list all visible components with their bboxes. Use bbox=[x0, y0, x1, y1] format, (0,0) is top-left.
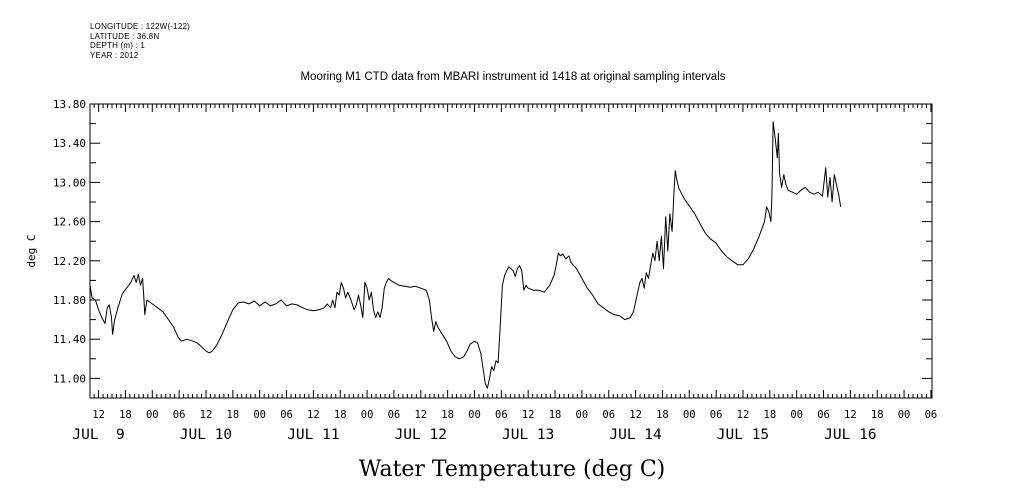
x-day-label: JUL 10 bbox=[180, 427, 232, 443]
x-day-label: JUL 16 bbox=[824, 427, 876, 443]
x-hour-label: 00 bbox=[683, 409, 696, 421]
x-hour-label: 18 bbox=[871, 409, 884, 421]
latitude-label: LATITUDE : 36.8N bbox=[90, 31, 160, 41]
y-axis-label: deg C bbox=[25, 234, 38, 267]
chart-title: Mooring M1 CTD data from MBARI instrumen… bbox=[300, 71, 725, 83]
y-tick-label: 12.20 bbox=[53, 255, 86, 268]
x-hour-label: 00 bbox=[361, 409, 374, 421]
x-day-label: JUL 12 bbox=[395, 427, 447, 443]
x-day-label: JUL 15 bbox=[717, 427, 769, 443]
y-axis: 11.00 11.40 11.80 12.20 12.60 13.00 13.40 13.80 bbox=[53, 98, 932, 399]
x-hour-label: 00 bbox=[146, 409, 159, 421]
y-tick-label: 13.40 bbox=[53, 137, 86, 150]
x-hour-label: 06 bbox=[495, 409, 508, 421]
x-hour-label: 06 bbox=[925, 409, 938, 421]
x-hour-label: 12 bbox=[307, 409, 320, 421]
y-tick-label: 13.00 bbox=[53, 176, 86, 189]
x-day-label: JUL 11 bbox=[287, 427, 339, 443]
year-label: YEAR : 2012 bbox=[90, 50, 139, 60]
x-hour-label: 18 bbox=[549, 409, 562, 421]
x-hour-label: 06 bbox=[388, 409, 401, 421]
x-hour-label: 18 bbox=[334, 409, 347, 421]
x-hour-label: 00 bbox=[898, 409, 911, 421]
x-hour-label: 12 bbox=[844, 409, 857, 421]
y-tick-label: 13.80 bbox=[53, 98, 86, 111]
x-hour-label: 18 bbox=[656, 409, 669, 421]
longitude-label: LONGITUDE : 122W(-122) bbox=[90, 22, 190, 31]
metadata-block: LONGITUDE : 122W(-122) LATITUDE : 36.8N … bbox=[90, 22, 190, 60]
x-hour-label: 06 bbox=[817, 409, 830, 421]
x-hour-label: 12 bbox=[200, 409, 213, 421]
y-tick-label: 12.60 bbox=[53, 216, 86, 229]
y-tick-label: 11.40 bbox=[53, 333, 86, 346]
x-hour-label: 18 bbox=[227, 409, 240, 421]
x-hour-label: 00 bbox=[468, 409, 481, 421]
x-axis: 12 18 00 06 12 18 00 06 12 18 00 06 12 18 00 06 12 18 00 06… bbox=[72, 104, 937, 443]
x-hour-label: 00 bbox=[253, 409, 266, 421]
plot-frame bbox=[89, 103, 933, 399]
x-axis-label: Water Temperature (deg C) bbox=[359, 457, 666, 482]
depth-label: DEPTH (m) : 1 bbox=[90, 41, 146, 50]
x-hour-label: 06 bbox=[602, 409, 615, 421]
y-tick-label: 11.80 bbox=[53, 294, 86, 307]
x-hour-label: 18 bbox=[119, 409, 132, 421]
x-hour-label: 06 bbox=[710, 409, 723, 421]
x-day-label: JUL 13 bbox=[502, 427, 554, 443]
x-hour-label: 12 bbox=[522, 409, 535, 421]
x-hour-label: 06 bbox=[280, 409, 293, 421]
x-hour-label: 18 bbox=[764, 409, 777, 421]
x-hour-label: 00 bbox=[790, 409, 803, 421]
x-hour-label: 12 bbox=[92, 409, 105, 421]
x-hour-label: 18 bbox=[441, 409, 454, 421]
series-layer bbox=[89, 121, 842, 389]
x-hour-label: 00 bbox=[576, 409, 589, 421]
temperature-series-line bbox=[89, 121, 842, 389]
x-day-label: JUL 14 bbox=[609, 427, 662, 443]
x-hour-label: 12 bbox=[629, 409, 642, 421]
x-hour-label: 12 bbox=[414, 409, 427, 421]
x-day-label: JUL 9 bbox=[72, 427, 124, 443]
y-tick-label: 11.00 bbox=[53, 372, 86, 385]
x-hour-label: 06 bbox=[173, 409, 186, 421]
x-hour-label: 12 bbox=[737, 409, 750, 421]
